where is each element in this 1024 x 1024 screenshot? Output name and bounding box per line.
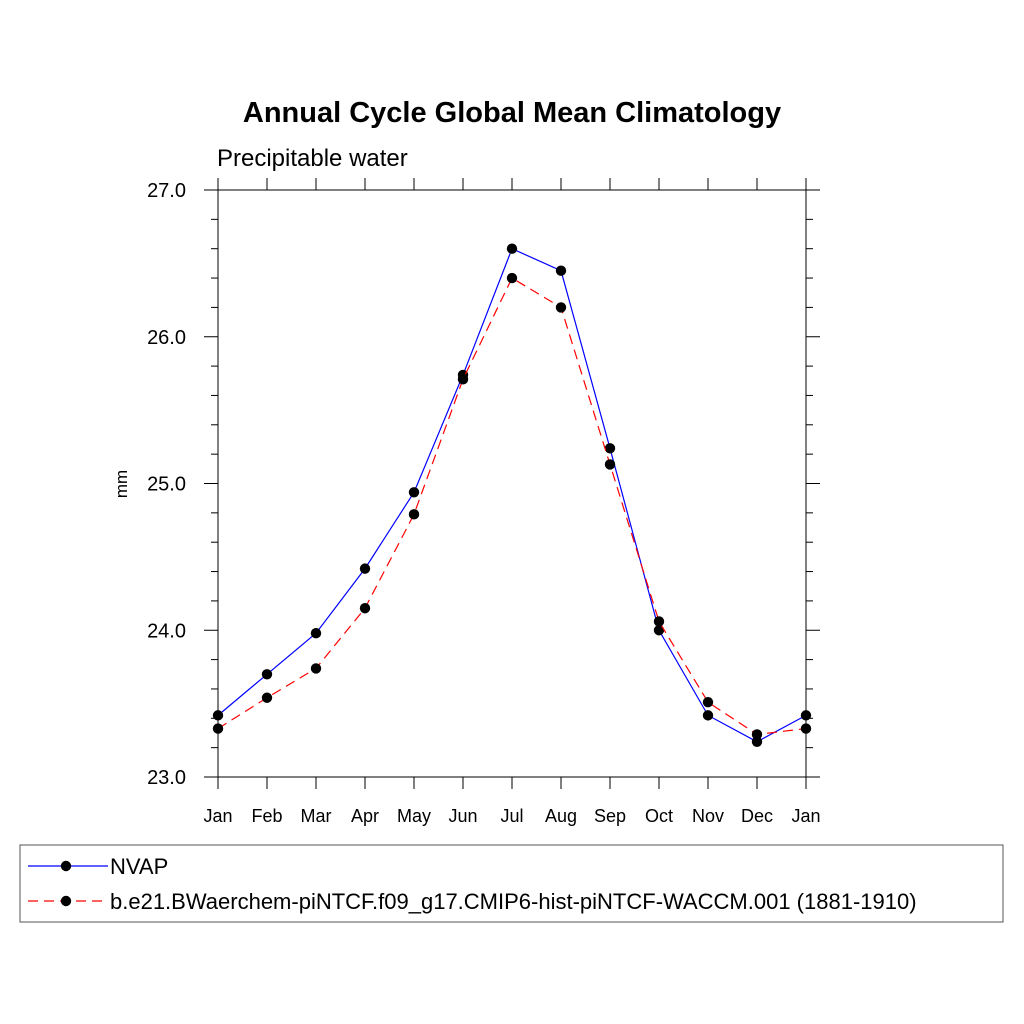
data-point-s1-6 [506,272,518,284]
data-point-s0-9 [653,625,665,636]
plot-area: Jan Feb Mar Apr May Jun Jul Aug Sep Oct Nov Dec Jan 2… [147,178,821,826]
y-tick-label: 24.0 [147,620,186,642]
data-point-s1-0 [212,723,224,734]
data-point-s1-8 [604,459,616,470]
x-tick-label: Oct [645,806,673,826]
legend-label-1: b.e21.BWaerchem-piNTCF.f09_g17.CMIP6-his… [110,889,917,914]
data-point-s0-7 [555,265,567,276]
x-tick-label: Dec [741,806,773,826]
data-point-s1-4 [408,509,420,520]
y-tick-label: 27.0 [147,180,186,202]
data-point-s0-8 [604,443,616,454]
x-tick-label: Jul [500,806,523,826]
legend: NVAP b.e21.BWaerchem-piNTCF.f09_g17.CMIP6… [19,844,1004,923]
data-point-s0-10 [702,710,714,721]
legend-box [19,844,1004,923]
data-point-s0-4 [408,487,420,498]
x-tick-label: Nov [692,806,724,826]
data-point-s0-0 [212,710,224,721]
data-point-s0-2 [310,627,322,639]
chart-subtitle: Precipitable water [217,145,408,172]
x-tick-label: Aug [545,806,577,826]
x-tick-label: Apr [351,806,379,826]
data-point-s0-11 [751,736,763,747]
data-point-s1-12 [800,723,812,734]
data-point-s1-1 [261,692,273,703]
data-point-s0-12 [800,710,812,721]
x-tick-label: Jan [791,806,820,826]
x-tick-label: Mar [301,806,332,826]
x-tick-label: Feb [251,806,282,826]
y-tick-label: 25.0 [147,474,186,496]
data-point-s1-11 [751,729,763,740]
x-tick-label: Jan [203,806,232,826]
data-point-s0-6 [506,243,518,254]
series-line-0 [217,247,807,743]
data-point-s1-3 [359,603,371,614]
data-point-s1-10 [702,696,714,708]
x-tick-label: Jun [448,806,477,826]
series-line-1 [217,277,807,736]
data-point-s0-3 [359,563,371,574]
data-point-s1-7 [555,302,567,313]
legend-marker-1 [60,895,72,907]
chart-title: Annual Cycle Global Mean Climatology [243,97,781,129]
x-tick-label: Sep [594,806,626,826]
legend-label-0: NVAP [110,854,168,879]
legend-marker-0 [60,860,72,872]
x-tick-label: May [397,806,431,826]
y-tick-label: 26.0 [147,327,186,349]
y-axis-label: mm [112,470,131,498]
y-tick-label: 23.0 [147,767,186,789]
data-point-s1-2 [310,663,322,674]
data-point-s0-1 [261,669,273,680]
data-point-s1-5 [457,374,469,385]
data-point-s1-9 [653,616,665,627]
